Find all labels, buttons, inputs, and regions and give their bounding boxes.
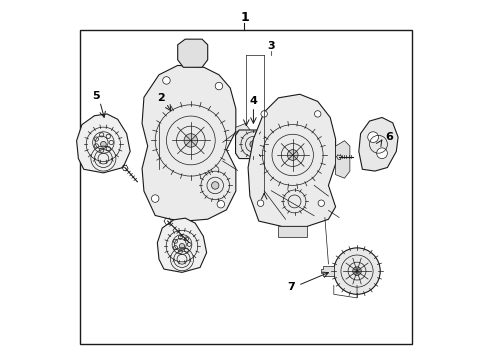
Text: 7: 7 bbox=[286, 282, 294, 292]
Circle shape bbox=[352, 267, 361, 275]
Bar bbox=[80, 30, 411, 344]
Circle shape bbox=[261, 111, 267, 117]
Text: 1: 1 bbox=[240, 11, 248, 24]
Text: 6: 6 bbox=[385, 132, 392, 142]
Polygon shape bbox=[278, 226, 306, 237]
Circle shape bbox=[249, 141, 257, 148]
Circle shape bbox=[179, 243, 184, 249]
Circle shape bbox=[287, 150, 298, 160]
Polygon shape bbox=[235, 123, 250, 157]
Circle shape bbox=[257, 200, 263, 206]
Circle shape bbox=[367, 132, 378, 143]
Polygon shape bbox=[142, 66, 235, 221]
Circle shape bbox=[376, 148, 386, 158]
Text: 3: 3 bbox=[267, 41, 275, 51]
Polygon shape bbox=[321, 266, 333, 276]
Polygon shape bbox=[235, 130, 271, 158]
Circle shape bbox=[151, 195, 159, 202]
Circle shape bbox=[217, 201, 224, 208]
Text: 5: 5 bbox=[92, 91, 100, 101]
Polygon shape bbox=[247, 94, 335, 226]
Circle shape bbox=[163, 77, 170, 84]
Circle shape bbox=[317, 200, 324, 206]
Circle shape bbox=[101, 141, 106, 147]
Text: 2: 2 bbox=[156, 93, 164, 103]
Circle shape bbox=[215, 82, 222, 90]
Polygon shape bbox=[335, 141, 349, 178]
Circle shape bbox=[333, 248, 380, 294]
Polygon shape bbox=[157, 218, 206, 273]
Text: 4: 4 bbox=[249, 96, 257, 107]
Circle shape bbox=[314, 111, 320, 117]
Polygon shape bbox=[77, 114, 130, 173]
Circle shape bbox=[211, 182, 219, 189]
Polygon shape bbox=[358, 117, 397, 171]
Circle shape bbox=[183, 134, 197, 147]
Polygon shape bbox=[177, 39, 207, 67]
